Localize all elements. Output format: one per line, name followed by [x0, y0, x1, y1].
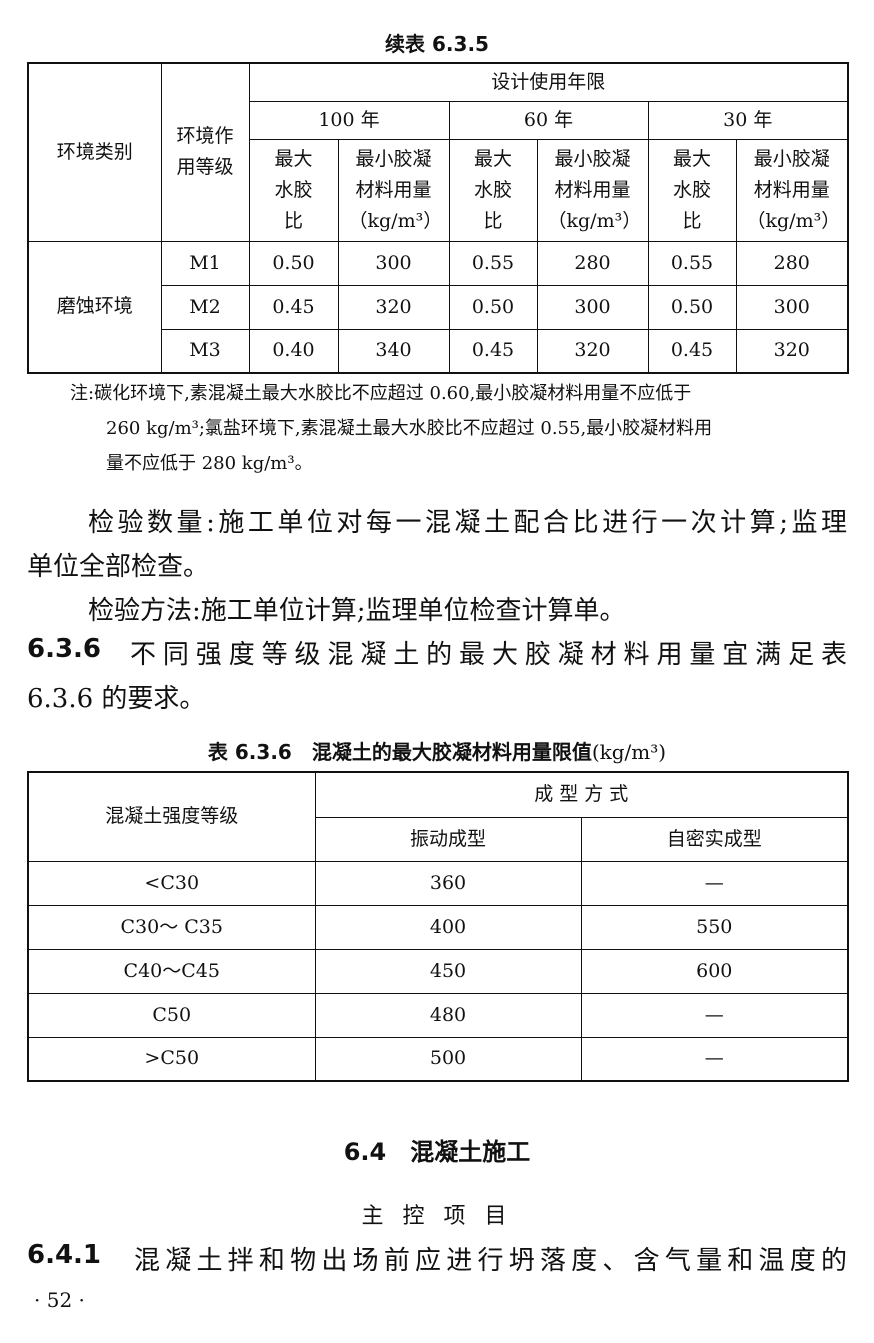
cell: M3 — [160, 328, 250, 374]
table-row: <C30 360— — [27, 860, 849, 906]
header-min: 最小胶凝材料用量 （kg/m³） — [735, 138, 849, 242]
clause-number: 6.3.6 — [27, 634, 102, 664]
cell: 0.45 — [248, 284, 339, 330]
cell: 500 — [314, 1036, 582, 1082]
header-env: 环境类别 — [27, 62, 162, 242]
header-method: 成 型 方 式 — [314, 771, 849, 818]
header-grade: 混凝土强度等级 — [27, 771, 316, 862]
paragraph-line: 检验数量:施工单位对每一混凝土配合比进行一次计算;监理 — [88, 508, 847, 538]
header-wb: 最大水胶比 — [248, 138, 339, 242]
cell: C30～ C35 — [27, 904, 316, 950]
paragraph-line: 不同强度等级混凝土的最大胶凝材料用量宜满足表 — [130, 640, 847, 670]
binder-table-continued: 环境类别 环境作用等级 设计使用年限 100 年 60 年 30 年 最大水胶比… — [27, 62, 850, 374]
table-row: M2 0.45 320 0.50 300 0.50 300 — [28, 284, 849, 330]
cell: 0.55 — [448, 240, 538, 286]
header-life: 设计使用年限 — [248, 62, 849, 102]
header-year: 100 年 — [248, 100, 450, 140]
table-row: C50 480— — [27, 992, 849, 1038]
header-min: 最小胶凝材料用量 （kg/m³） — [337, 138, 450, 242]
cell: 280 — [536, 240, 649, 286]
cell: M1 — [160, 240, 250, 286]
max-binder-table: 混凝土强度等级 成 型 方 式 振动成型 自密实成型 <C30 360— C30～… — [27, 771, 849, 1082]
table-row: >C50 500— — [27, 1036, 849, 1082]
cell: 550 — [580, 904, 849, 950]
cell: <C30 — [27, 860, 316, 906]
cell: 480 — [314, 992, 582, 1038]
table-caption: 续表 6.3.5 — [385, 32, 489, 56]
table-row: 磨蚀环境 M1 0.50 300 0.55 280 0.55 280 — [27, 240, 849, 374]
cell: M2 — [160, 284, 250, 330]
cell: 450 — [314, 948, 582, 994]
cell: C50 — [27, 992, 316, 1038]
header-wb: 最大水胶比 — [647, 138, 737, 242]
table-row: M3 0.40 340 0.45 320 0.45 320 — [28, 328, 849, 374]
header-grade: 环境作用等级 — [160, 62, 250, 242]
page-number: · 52 · — [34, 1288, 85, 1312]
cell: 0.50 — [248, 240, 339, 286]
section-title: 6.4 混凝土施工 — [343, 1138, 531, 1166]
table-note: 注:碳化环境下,素混凝土最大水胶比不应超过 0.60,最小胶凝材料用量不应低于 … — [70, 383, 713, 474]
group-cell: 磨蚀环境 — [27, 240, 162, 374]
cell: 360 — [314, 860, 582, 906]
header-min: 最小胶凝材料用量 （kg/m³） — [536, 138, 649, 242]
cell: 0.50 — [647, 284, 737, 330]
clause-number: 6.4.1 — [27, 1240, 102, 1270]
cell: — — [580, 860, 849, 906]
table-row: C40～C45 450 600 — [27, 948, 849, 994]
cell: 320 — [337, 284, 450, 330]
cell: 300 — [536, 284, 649, 330]
cell: 0.45 — [448, 328, 538, 374]
cell: C40～C45 — [27, 948, 316, 994]
cell: 400 — [314, 904, 582, 950]
cell: 0.45 — [647, 328, 737, 374]
cell: 0.40 — [248, 328, 339, 374]
paragraph-line: 混凝土拌和物出场前应进行坍落度、含气量和温度的 — [134, 1246, 847, 1276]
subsection-title: 主 控 项 目 — [361, 1204, 513, 1229]
cell: 320 — [735, 328, 849, 374]
header-year: 60 年 — [448, 100, 649, 140]
cell: 320 — [536, 328, 649, 374]
cell: 0.55 — [647, 240, 737, 286]
paragraph-line: 6.3.6 的要求。 — [27, 684, 206, 714]
header-wb: 最大水胶比 — [448, 138, 538, 242]
header-year: 30 年 — [647, 100, 849, 140]
table-caption: 表 6.3.6 混凝土的最大胶凝材料用量限值(kg/m³) — [207, 740, 667, 764]
header-vibration: 振动成型 — [314, 816, 582, 862]
header-self-compacting: 自密实成型 — [580, 816, 849, 862]
cell: 280 — [735, 240, 849, 286]
cell: 300 — [337, 240, 450, 286]
cell: >C50 — [27, 1036, 316, 1082]
paragraph-line: 单位全部检查。 — [27, 552, 210, 582]
table-row: C30～ C35 400 550 — [27, 904, 849, 950]
cell: 0.50 — [448, 284, 538, 330]
paragraph-line: 检验方法:施工单位计算;监理单位检查计算单。 — [88, 596, 626, 626]
cell: 340 — [337, 328, 450, 374]
cell: — — [580, 992, 849, 1038]
cell: 300 — [735, 284, 849, 330]
cell: — — [580, 1036, 849, 1082]
cell: 600 — [580, 948, 849, 994]
